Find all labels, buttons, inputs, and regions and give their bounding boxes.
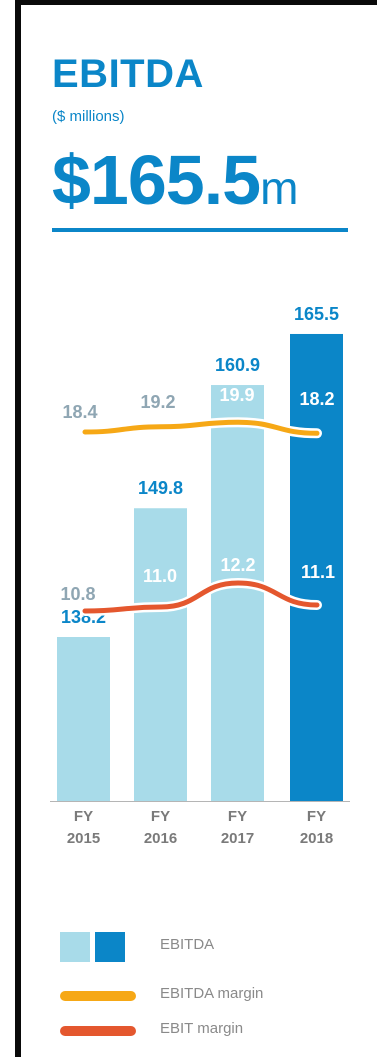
legend-item-ebitda: EBITDA <box>60 932 340 962</box>
x-tick-label-fy-0: FY <box>74 808 93 825</box>
bar-ebitda-0 <box>57 637 110 801</box>
title-divider <box>52 228 348 232</box>
x-tick-label-year-3: 2018 <box>300 830 333 847</box>
legend-swatch-ebitda-highlight <box>95 932 125 962</box>
legend-item-ebitda-margin: EBITDA margin <box>60 981 340 1011</box>
line-ebitda-margin <box>82 419 320 436</box>
x-tick-label-year-1: 2016 <box>144 830 177 847</box>
headline-value: $165.5 <box>52 141 261 219</box>
bar-ebitda-1 <box>134 508 187 801</box>
legend-swatch-ebitda-margin <box>60 991 136 1001</box>
headline-unit: m <box>260 162 299 214</box>
bar-ebitda-3 <box>290 333 343 801</box>
bar-label-3: 165.5 <box>294 304 339 324</box>
legend-label-ebitda: EBITDA <box>160 936 215 953</box>
ebitda-margin-label-0: 18.4 <box>62 402 97 422</box>
ebit-margin-label-3: 11.1 <box>301 562 335 582</box>
ebitda-margin-label-2: 19.9 <box>219 385 254 405</box>
line-ebit-margin <box>82 580 320 614</box>
bar-label-2: 160.9 <box>215 355 260 375</box>
legend-swatch-ebitda-light <box>60 932 90 962</box>
ebitda-margin-label-1: 19.2 <box>140 392 175 412</box>
ebit-margin-label-1: 11.0 <box>143 566 177 586</box>
x-tick-label-fy-1: FY <box>151 808 170 825</box>
ebit-margin-label-0: 10.8 <box>60 584 95 604</box>
legend-item-ebit-margin: EBIT margin <box>60 1016 340 1046</box>
frame-border-left <box>15 0 21 1057</box>
x-tick-label-fy-2: FY <box>228 808 247 825</box>
bar-label-1: 149.8 <box>138 478 183 498</box>
legend-label-ebit-margin: EBIT margin <box>160 1020 244 1037</box>
chart-title: EBITDA <box>52 52 204 96</box>
x-tick-label-year-2: 2017 <box>221 830 254 847</box>
ebit-margin-label-2: 12.2 <box>220 555 255 575</box>
legend-label-ebitda-margin: EBITDA margin <box>160 985 264 1002</box>
x-tick-label-year-0: 2015 <box>67 830 100 847</box>
headline-figure: $165.5m <box>52 140 298 220</box>
bar-ebitda-2 <box>211 385 264 801</box>
legend-swatch-ebit-margin <box>60 1026 136 1036</box>
x-tick-label-fy-3: FY <box>307 808 326 825</box>
frame-border-top <box>15 0 377 5</box>
ebitda-margin-label-3: 18.2 <box>299 389 334 409</box>
chart-subtitle: ($ millions) <box>52 108 125 125</box>
